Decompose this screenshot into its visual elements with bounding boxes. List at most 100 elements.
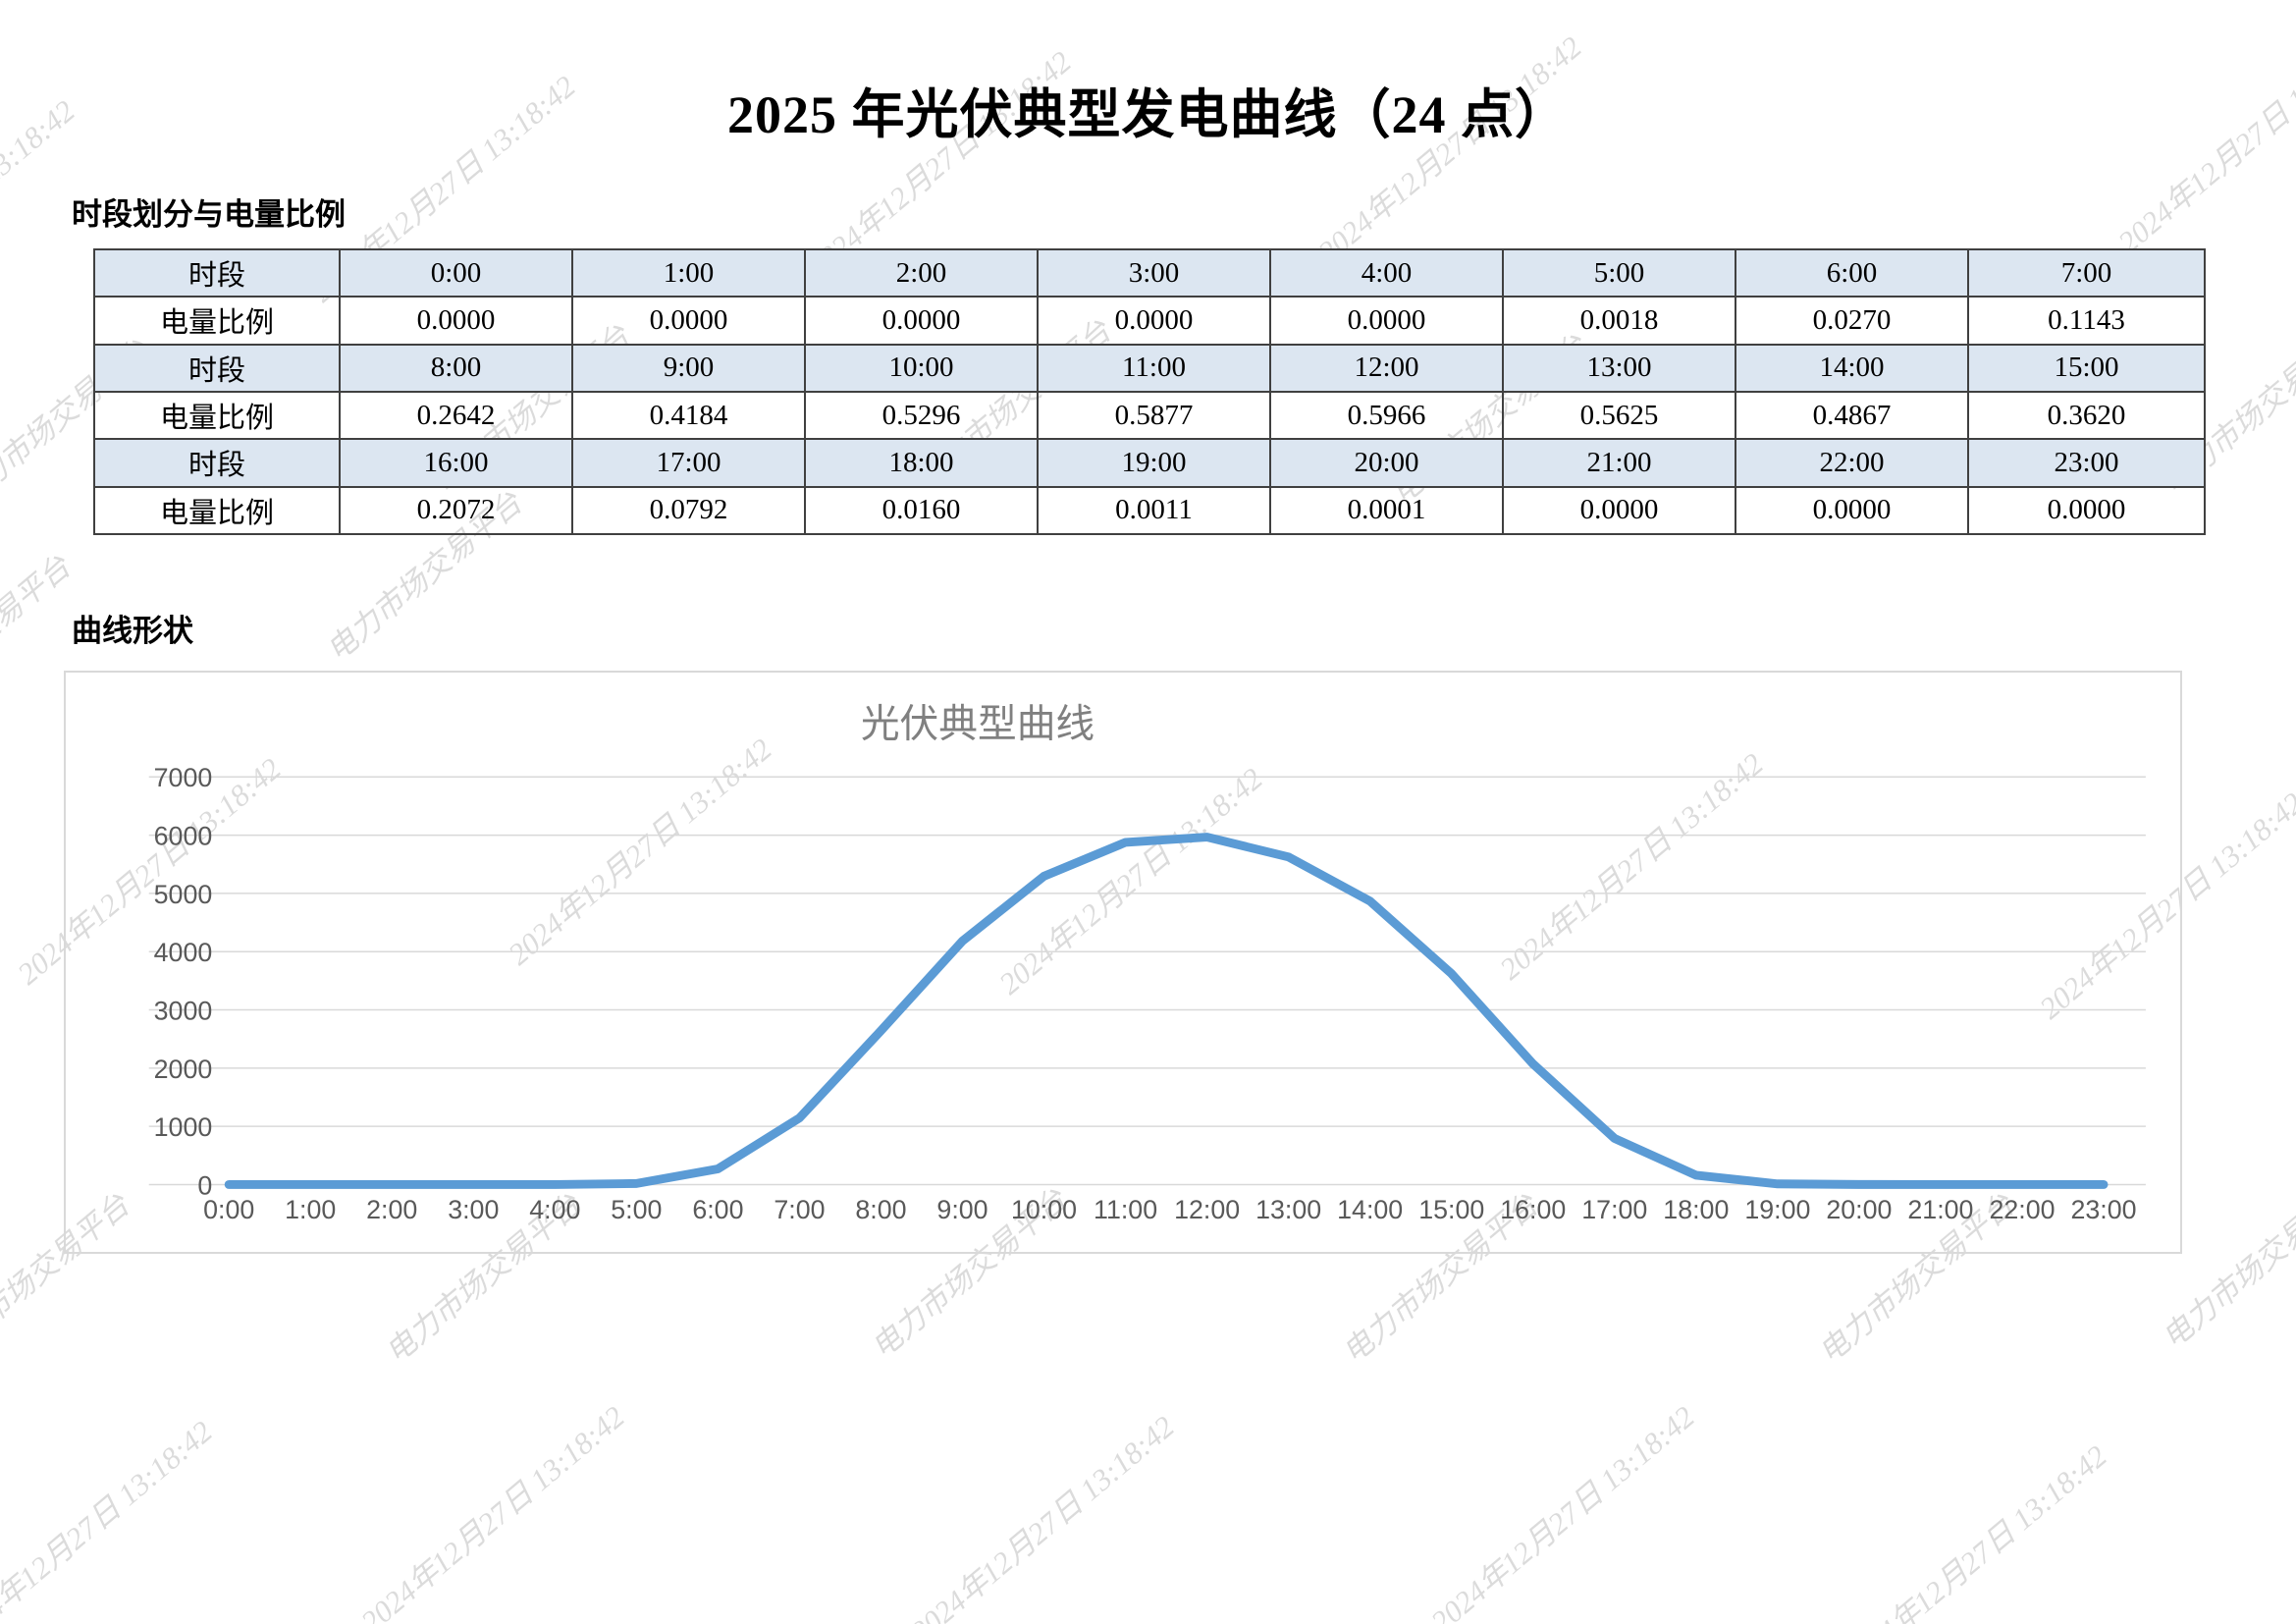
time-slot-cell: 1:00: [571, 247, 806, 298]
x-axis-tick-label: 5:00: [611, 1195, 662, 1224]
x-axis-tick-label: 0:00: [203, 1195, 254, 1224]
ratio-value-cell: 0.0000: [1269, 296, 1504, 346]
ratio-value-cell: 0.0000: [339, 296, 573, 346]
time-slot-row: 时段 8:00 9:00 10:00 11:00 12:00 13:00 14:00 15:00: [93, 343, 2206, 393]
row-label: 电量比例: [93, 485, 341, 536]
y-axis-tick-label: 7000: [154, 763, 213, 792]
time-slot-cell: 8:00: [339, 343, 573, 393]
time-slot-cell: 22:00: [1735, 438, 1969, 488]
x-axis-tick-label: 19:00: [1744, 1195, 1810, 1224]
ratio-row: 电量比例 0.2642 0.4184 0.5296 0.5877 0.5966 0.5625…: [93, 390, 2206, 441]
x-axis-tick-label: 6:00: [692, 1195, 743, 1224]
x-axis-tick-label: 17:00: [1581, 1195, 1647, 1224]
x-axis-tick-label: 10:00: [1011, 1195, 1077, 1224]
x-axis-tick-label: 12:00: [1174, 1195, 1240, 1224]
ratio-value-cell: 0.3620: [1967, 390, 2206, 441]
time-slot-cell: 17:00: [571, 438, 806, 488]
ratio-value-cell: 0.5966: [1269, 390, 1504, 441]
pv-curve-chart: 0 1000 2000 3000 4000 5000 6000 7000 0:00 1:00 2:0…: [64, 671, 2182, 1254]
time-slot-cell: 4:00: [1269, 247, 1504, 298]
ratio-row: 电量比例 0.0000 0.0000 0.0000 0.0000 0.0000 0.0018…: [93, 296, 2206, 346]
x-axis-tick-label: 1:00: [285, 1195, 336, 1224]
x-axis-tick-label: 22:00: [1989, 1195, 2055, 1224]
row-label: 电量比例: [93, 390, 341, 441]
ratio-value-cell: 0.4184: [571, 390, 806, 441]
y-axis-tick-label: 4000: [154, 938, 213, 967]
row-label: 时段: [93, 247, 341, 298]
time-slot-cell: 23:00: [1967, 438, 2206, 488]
section-heading-ratio-table: 时段划分与电量比例: [72, 197, 346, 232]
chart-title: 光伏典型曲线: [861, 703, 1095, 746]
ratio-value-cell: 0.0792: [571, 485, 806, 536]
x-axis-tick-label: 14:00: [1337, 1195, 1403, 1224]
time-slot-cell: 12:00: [1269, 343, 1504, 393]
row-label: 时段: [93, 438, 341, 488]
y-axis-tick-label: 6000: [154, 822, 213, 851]
time-slot-cell: 7:00: [1967, 247, 2206, 298]
time-slot-cell: 3:00: [1037, 247, 1271, 298]
time-slot-cell: 15:00: [1967, 343, 2206, 393]
ratio-value-cell: 0.5625: [1502, 390, 1736, 441]
time-slot-cell: 11:00: [1037, 343, 1271, 393]
time-slot-cell: 16:00: [339, 438, 573, 488]
ratio-value-cell: 0.0000: [1502, 485, 1736, 536]
time-slot-cell: 9:00: [571, 343, 806, 393]
ratio-value-cell: 0.0160: [804, 485, 1039, 536]
time-slot-row: 时段 0:00 1:00 2:00 3:00 4:00 5:00 6:00 7:00: [93, 247, 2206, 298]
time-slot-cell: 18:00: [804, 438, 1039, 488]
ratio-value-cell: 0.0000: [1967, 485, 2206, 536]
ratio-value-cell: 0.0000: [1037, 296, 1271, 346]
y-axis-tick-label: 5000: [154, 880, 213, 909]
ratio-value-cell: 0.0011: [1037, 485, 1271, 536]
x-axis-tick-label: 20:00: [1826, 1195, 1892, 1224]
y-axis-tick-label: 1000: [154, 1112, 213, 1142]
page-title: 2025 年光伏典型发电曲线（24 点）: [727, 85, 1569, 144]
ratio-value-cell: 0.0001: [1269, 485, 1504, 536]
ratio-value-cell: 0.5877: [1037, 390, 1271, 441]
ratio-value-cell: 0.4867: [1735, 390, 1969, 441]
x-axis-tick-label: 18:00: [1663, 1195, 1729, 1224]
ratio-row: 电量比例 0.2072 0.0792 0.0160 0.0011 0.0001 0.0000…: [93, 485, 2206, 536]
ratio-value-cell: 0.2072: [339, 485, 573, 536]
x-axis-tick-label: 4:00: [529, 1195, 580, 1224]
ratio-value-cell: 0.0000: [571, 296, 806, 346]
time-slot-cell: 10:00: [804, 343, 1039, 393]
section-heading-curve-shape: 曲线形状: [72, 614, 193, 648]
ratio-value-cell: 0.2642: [339, 390, 573, 441]
time-slot-cell: 21:00: [1502, 438, 1736, 488]
x-axis-tick-label: 21:00: [1907, 1195, 1973, 1224]
ratio-value-cell: 0.0270: [1735, 296, 1969, 346]
y-axis-tick-label: 2000: [154, 1055, 213, 1084]
line-chart-svg: 0 1000 2000 3000 4000 5000 6000 7000 0:00 1:00 2:0…: [148, 703, 2146, 1224]
ratio-value-cell: 0.5296: [804, 390, 1039, 441]
x-axis-tick-label: 2:00: [366, 1195, 417, 1224]
time-slot-cell: 0:00: [339, 247, 573, 298]
ratio-table: 时段 0:00 1:00 2:00 3:00 4:00 5:00 6:00 7:00 电量比例 0.…: [93, 247, 2206, 536]
time-slot-cell: 19:00: [1037, 438, 1271, 488]
row-label: 时段: [93, 343, 341, 393]
x-axis-tick-label: 8:00: [855, 1195, 906, 1224]
x-axis-tick-label: 16:00: [1500, 1195, 1566, 1224]
time-slot-row: 时段 16:00 17:00 18:00 19:00 20:00 21:00 22:00 23:…: [93, 438, 2206, 488]
ratio-value-cell: 0.0018: [1502, 296, 1736, 346]
x-axis-tick-label: 9:00: [936, 1195, 988, 1224]
x-axis-tick-label: 23:00: [2070, 1195, 2136, 1224]
ratio-value-cell: 0.0000: [804, 296, 1039, 346]
x-axis-tick-label: 13:00: [1255, 1195, 1321, 1224]
pv-curve-line: [224, 833, 2109, 1189]
time-slot-cell: 5:00: [1502, 247, 1736, 298]
time-slot-cell: 14:00: [1735, 343, 1969, 393]
ratio-value-cell: 0.0000: [1735, 485, 1969, 536]
x-axis-tick-label: 11:00: [1094, 1195, 1157, 1224]
y-axis-tick-label: 0: [197, 1170, 212, 1200]
time-slot-cell: 6:00: [1735, 247, 1969, 298]
time-slot-cell: 20:00: [1269, 438, 1504, 488]
row-label: 电量比例: [93, 296, 341, 346]
time-slot-cell: 13:00: [1502, 343, 1736, 393]
time-slot-cell: 2:00: [804, 247, 1039, 298]
x-axis-tick-label: 15:00: [1418, 1195, 1484, 1224]
y-axis-tick-label: 3000: [154, 996, 213, 1025]
x-axis-tick-label: 7:00: [774, 1195, 825, 1224]
